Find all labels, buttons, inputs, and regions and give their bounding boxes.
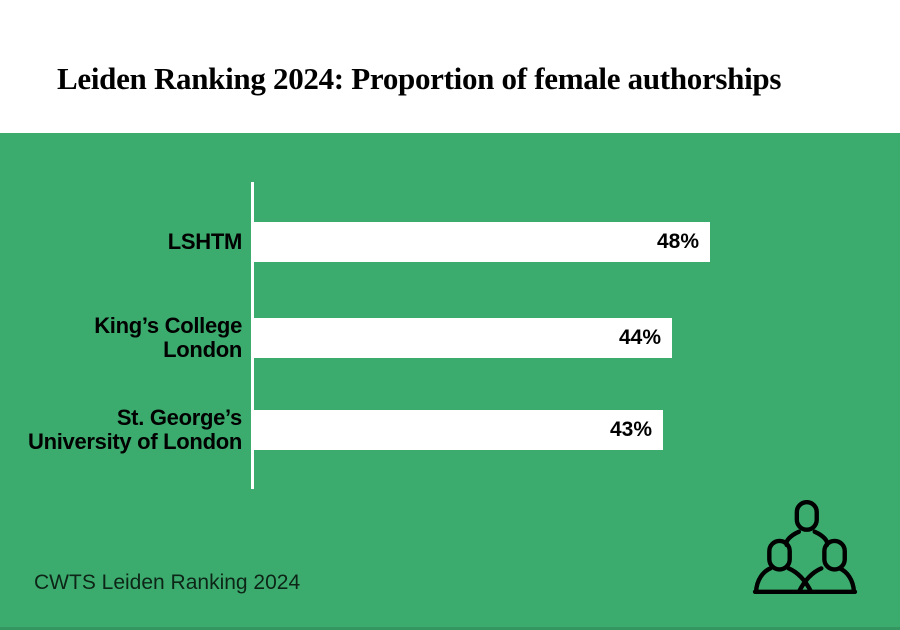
- bar-row: King’s College London 44%: [0, 314, 900, 362]
- category-label-line: London: [163, 337, 242, 362]
- panel-bottom-edge: [0, 627, 900, 630]
- bar-value-label: 43%: [609, 418, 652, 441]
- chart-panel: LSHTM 48% King’s College London 44% St. Georg…: [0, 133, 900, 630]
- category-label: LSHTM: [0, 229, 243, 254]
- bar: 48%: [254, 222, 710, 262]
- category-label-line: St. George’s: [116, 405, 242, 430]
- bar-row: St. George’s University of London 43%: [0, 406, 900, 454]
- bar-row: LSHTM 48%: [0, 222, 900, 262]
- bar: 44%: [254, 318, 672, 358]
- source-label: CWTS Leiden Ranking 2024: [34, 571, 301, 594]
- category-label-line: University of London: [27, 429, 242, 454]
- category-label-line: King’s College: [94, 313, 242, 338]
- bar: 43%: [254, 410, 663, 450]
- category-label: St. George’s University of London: [0, 406, 242, 454]
- page-title: Leiden Ranking 2024: Proportion of femal…: [57, 61, 782, 96]
- category-label-line: LSHTM: [167, 229, 243, 254]
- bar-value-label: 48%: [656, 230, 699, 253]
- bar-value-label: 44%: [618, 326, 661, 349]
- y-axis-line: [251, 182, 254, 489]
- category-label: King’s College London: [0, 314, 242, 362]
- people-group-icon: [752, 500, 858, 594]
